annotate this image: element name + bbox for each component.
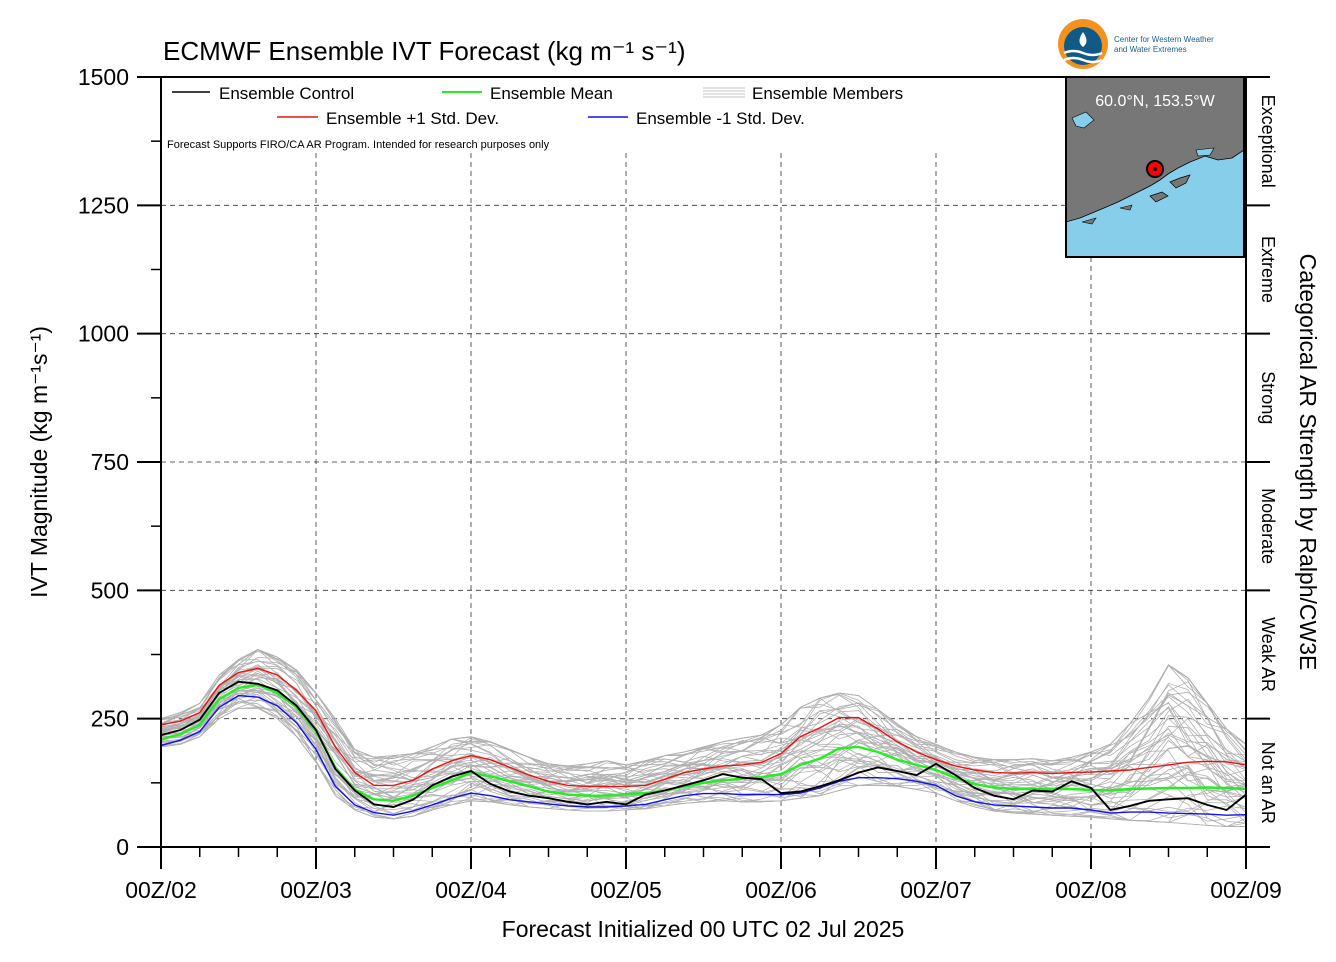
legend: Ensemble Control Ensemble Mean Ensemble … (167, 84, 903, 151)
map-location-label: 60.0°N, 153.5°W (1095, 93, 1215, 110)
x-tick-label-5: 00Z/07 (900, 877, 972, 903)
series-line-ensemble-1-std-dev (161, 694, 1246, 816)
category-label-5: Exceptional (1258, 95, 1278, 188)
series-line-ensemble-1-std-dev (161, 667, 1246, 788)
category-label-0: Not an AR (1258, 742, 1278, 824)
x-tick-label-2: 00Z/04 (435, 877, 507, 903)
y-tick-label-250: 250 (91, 706, 129, 732)
legend-note: Forecast Supports FIRO/CA AR Program. In… (167, 139, 550, 151)
x-tick-label-1: 00Z/03 (280, 877, 352, 903)
y-tick-label-750: 750 (91, 449, 129, 475)
x-tick-labels: 00Z/02 00Z/03 00Z/04 00Z/05 00Z/06 00Z/07 00Z/… (125, 877, 1282, 903)
legend-label-control: Ensemble Control (219, 84, 354, 103)
x-tick-label-4: 00Z/06 (745, 877, 817, 903)
ensemble-member-line (161, 649, 1246, 788)
ensemble-member-line (161, 675, 1246, 812)
category-label-4: Extreme (1258, 236, 1278, 303)
y-tick-label-0: 0 (116, 834, 129, 860)
map-land-alaska (1066, 77, 1244, 223)
ensemble-member-line (161, 687, 1246, 811)
ensemble-member-line (161, 686, 1246, 827)
ensemble-member-line (161, 664, 1246, 783)
y-tick-label-500: 500 (91, 577, 129, 603)
x-tick-label-0: 00Z/02 (125, 877, 197, 903)
legend-label-plus-std: Ensemble +1 Std. Dev. (326, 109, 499, 128)
x-tick-label-3: 00Z/05 (590, 877, 662, 903)
logo-text-line1: Center for Western Weather (1114, 35, 1214, 44)
chart-title: ECMWF Ensemble IVT Forecast (kg m⁻¹ s⁻¹) (163, 36, 685, 66)
cw3e-logo: Center for Western Weather and Water Ext… (1058, 19, 1214, 69)
legend-label-minus-std: Ensemble -1 Std. Dev. (636, 109, 805, 128)
legend-label-members: Ensemble Members (752, 84, 903, 103)
x-axis-label: Forecast Initialized 00 UTC 02 Jul 2025 (502, 916, 905, 942)
plot-axes (137, 76, 1270, 869)
y-tick-label-1250: 1250 (78, 192, 129, 218)
legend-swatch-members (703, 87, 745, 98)
right-axis-label: Categorical AR Strength by Ralph/CW3E (1295, 254, 1321, 671)
inset-map: 60.0°N, 153.5°W (1065, 76, 1245, 258)
ensemble-member-line (161, 664, 1246, 787)
category-label-1: Weak AR (1258, 617, 1278, 692)
x-tick-label-6: 00Z/08 (1055, 877, 1127, 903)
series-line-ensemble-control (161, 680, 1246, 812)
logo-drop-icon (1079, 32, 1087, 47)
logo-text-line2: and Water Extremes (1114, 45, 1187, 54)
category-label-3: Strong (1258, 371, 1278, 424)
ensemble-member-line (161, 696, 1246, 814)
category-labels: Not an AR Weak AR Moderate Strong Extreme Exc… (1258, 95, 1278, 824)
y-axis-label: IVT Magnitude (kg m⁻¹s⁻¹) (26, 326, 52, 598)
ensemble-member-line (161, 664, 1246, 784)
ensemble-member-line (161, 667, 1246, 797)
ensemble-members-layer (161, 648, 1246, 827)
ensemble-member-line (161, 670, 1246, 808)
ensemble-lines-layer (161, 667, 1246, 816)
y-tick-label-1500: 1500 (78, 64, 129, 90)
category-label-2: Moderate (1258, 488, 1278, 564)
map-lake (1071, 111, 1095, 129)
ensemble-member-line (161, 666, 1246, 792)
ensemble-member-line (161, 692, 1246, 821)
legend-label-mean: Ensemble Mean (490, 84, 613, 103)
y-tick-labels: 0 250 500 750 1000 1250 1500 (78, 64, 129, 860)
map-island-kodiak (1169, 174, 1191, 189)
ensemble-member-line (161, 687, 1246, 827)
map-frame (1065, 76, 1245, 258)
ensemble-member-line (161, 651, 1246, 781)
y-tick-label-1000: 1000 (78, 321, 129, 347)
ensemble-member-line (161, 672, 1246, 814)
x-tick-label-7: 00Z/09 (1210, 877, 1282, 903)
